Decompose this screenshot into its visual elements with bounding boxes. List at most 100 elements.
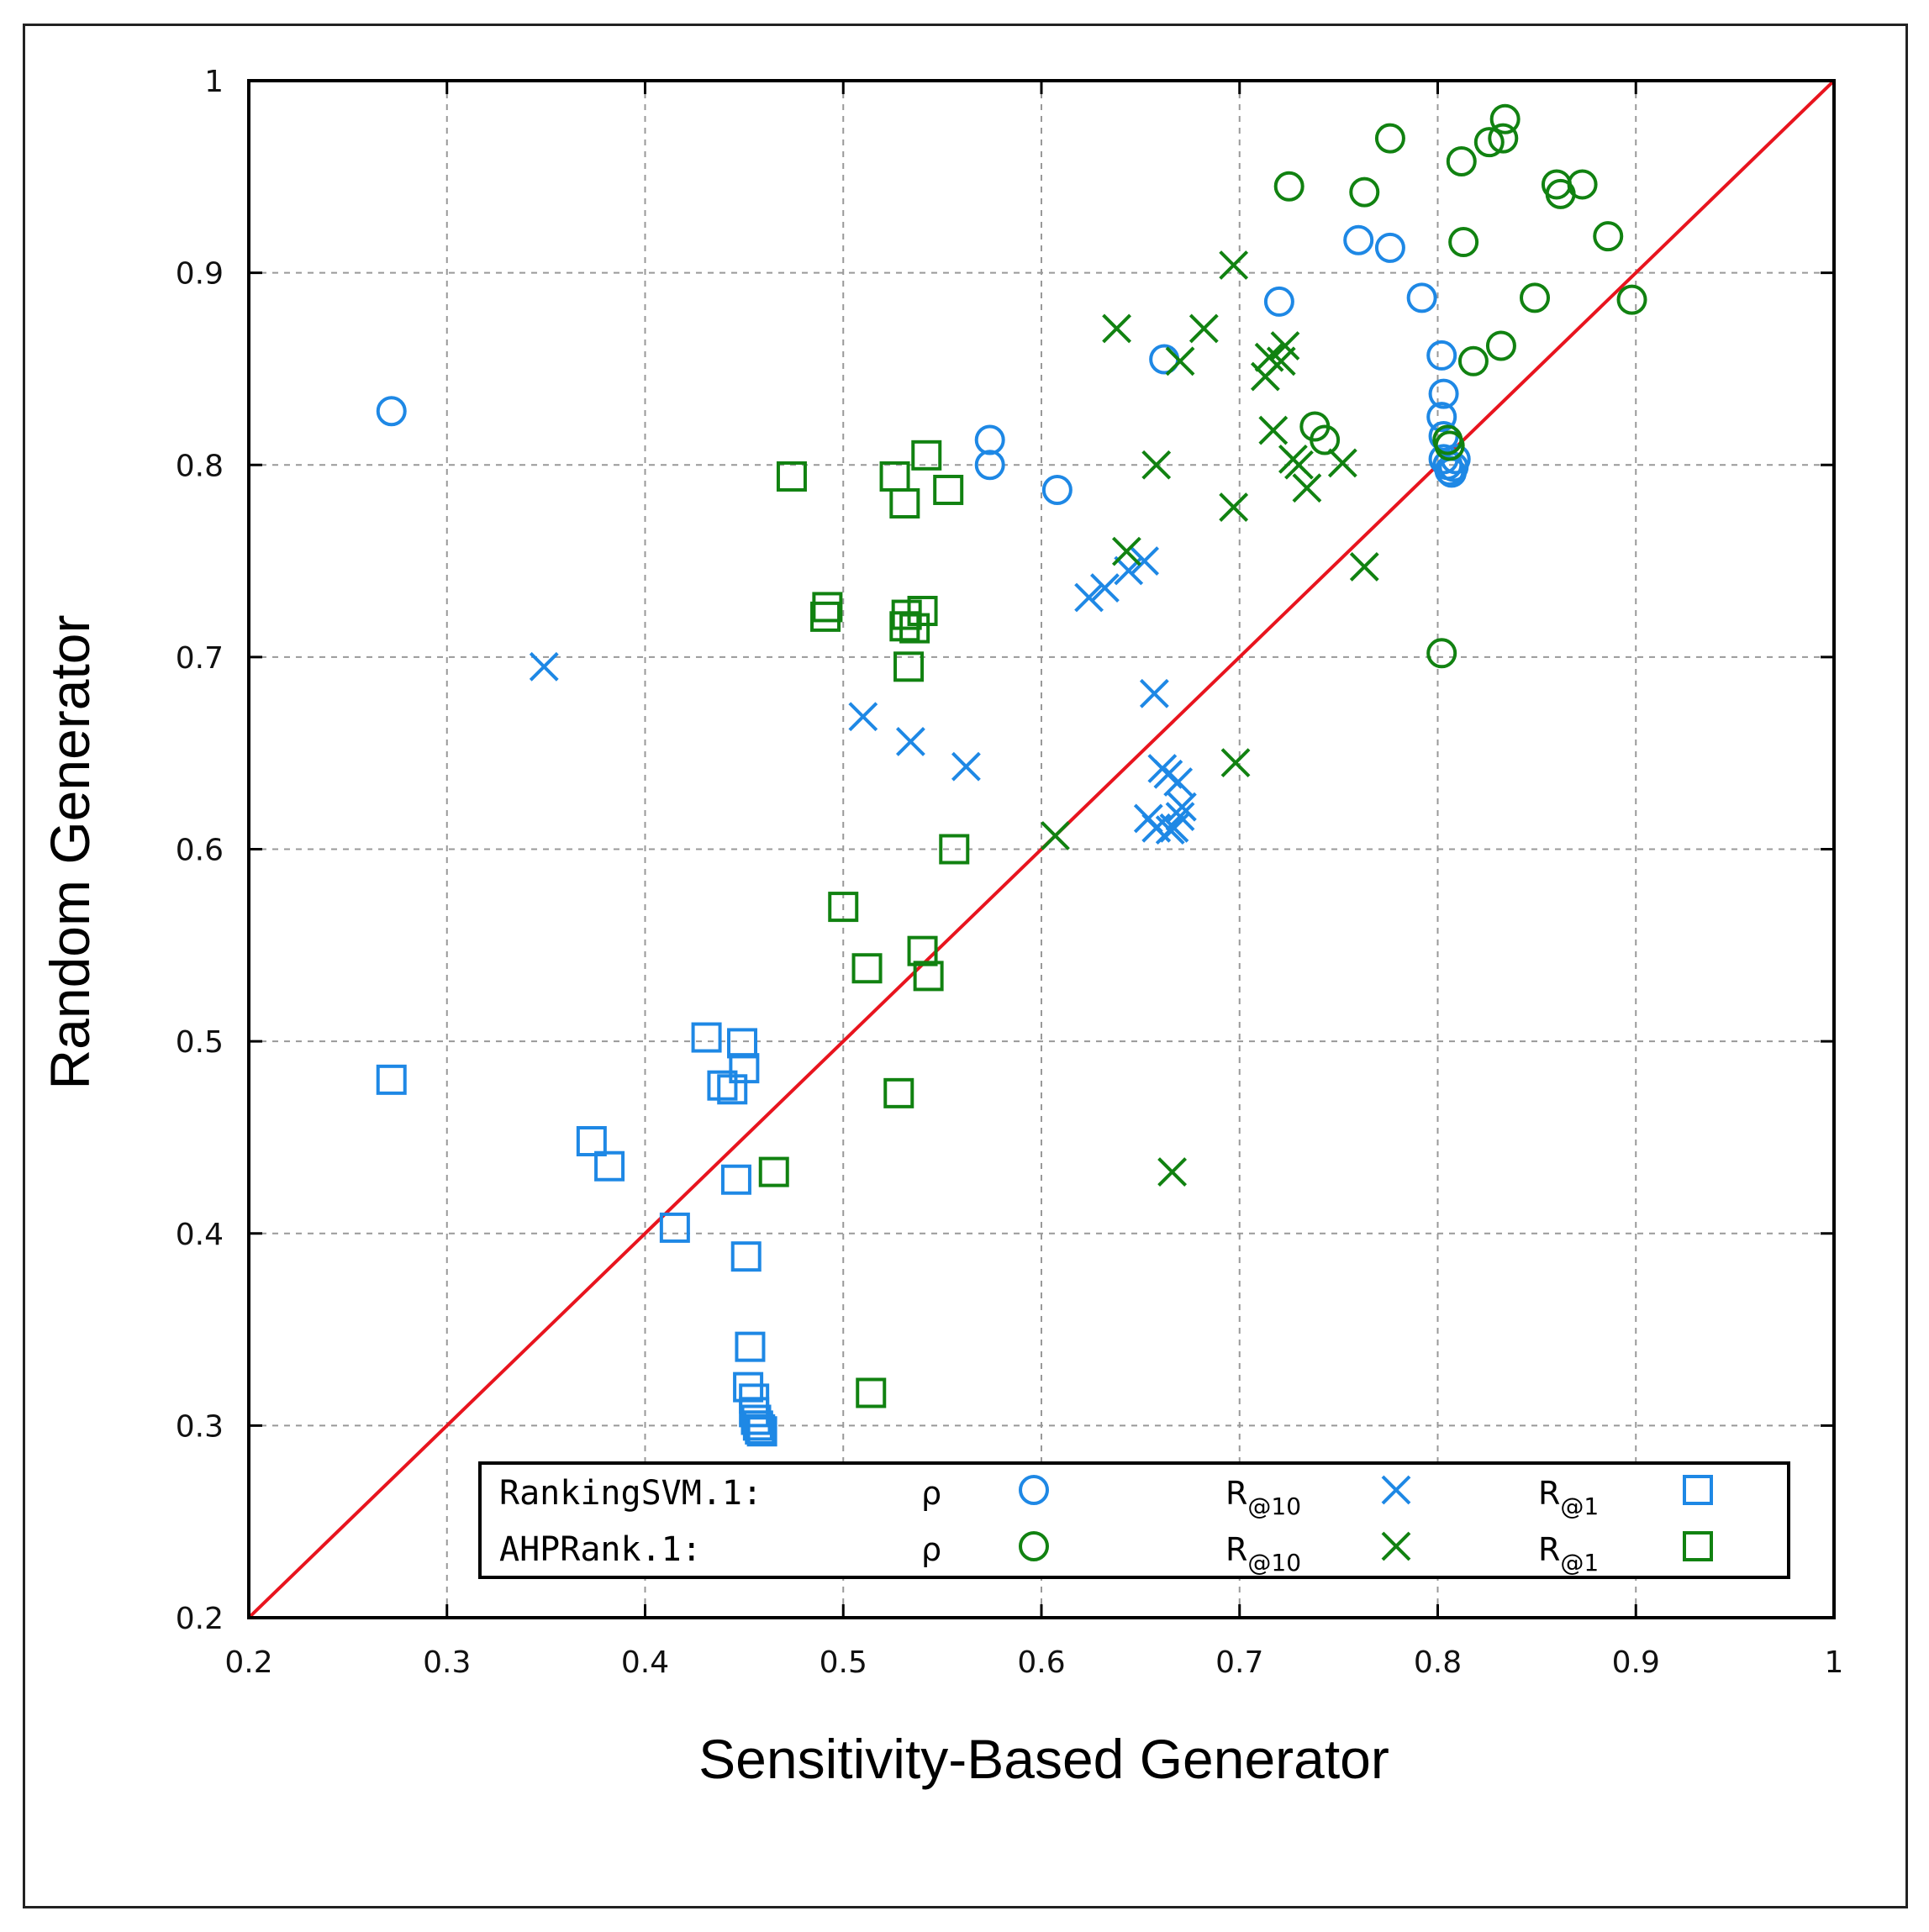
data-point-x (1141, 450, 1172, 480)
legend-marker-square-green (1683, 1531, 1713, 1561)
legend-marker-x-blue (1381, 1475, 1411, 1505)
data-point-circle (1440, 444, 1471, 475)
x-tick-label: 0.9 (1612, 1645, 1660, 1680)
series-ahprank-1-r-10 (1041, 250, 1379, 1187)
y-tick-label: 0.8 (176, 449, 224, 483)
data-point-circle (1473, 127, 1505, 158)
data-point-x (1349, 552, 1379, 582)
y-tick-label: 0.5 (176, 1025, 224, 1060)
y-tick-label: 0.4 (176, 1218, 224, 1252)
data-point-x (848, 702, 878, 732)
data-point-square (893, 651, 925, 682)
data-point-square (913, 961, 944, 992)
data-point-x (1220, 748, 1251, 778)
x-tick-label: 0.3 (423, 1645, 471, 1680)
x-tick-label: 0.7 (1215, 1645, 1263, 1680)
data-point-square (376, 1064, 407, 1095)
data-point-square (746, 1416, 777, 1447)
series-rankingsvm-1-r-1 (376, 1022, 777, 1447)
x-tick-label: 0.4 (621, 1645, 669, 1680)
data-point-circle (1457, 345, 1489, 376)
data-point-circle (1426, 638, 1457, 669)
x-tick-label: 1 (1825, 1645, 1844, 1680)
x-tick-label: 0.2 (224, 1645, 272, 1680)
data-point-square (742, 1410, 773, 1441)
legend-label-rankingsvm: RankingSVM.1: (499, 1474, 762, 1513)
data-point-square (810, 601, 841, 632)
data-point-x (1270, 331, 1300, 361)
data-point-square (745, 1413, 776, 1445)
data-point-x (1188, 313, 1219, 344)
data-point-x (1090, 573, 1120, 603)
data-point-square (939, 834, 970, 865)
data-point-circle (1343, 224, 1374, 255)
legend-rho-ahprank: ρ (921, 1531, 941, 1568)
data-point-circle (1349, 176, 1380, 208)
series-rankingsvm-1-r-10 (529, 546, 1197, 845)
data-point-square (889, 487, 920, 519)
x-axis-label: Sensitivity-Based Generator (698, 1728, 1389, 1790)
data-point-x (1139, 678, 1169, 708)
legend-marker-circle-green (1019, 1531, 1049, 1561)
legend-r1-rankingsvm: R@1 (1538, 1475, 1599, 1520)
data-point-x (1219, 492, 1249, 522)
data-point-x (1163, 767, 1194, 797)
data-point-square (776, 461, 807, 492)
x-tick-label: 0.8 (1414, 1645, 1462, 1680)
series-ahprank-1-r-1 (758, 440, 970, 1408)
data-point-square (889, 611, 920, 642)
data-point-circle (1593, 221, 1624, 252)
data-point-square (729, 1053, 760, 1084)
legend: RankingSVM.1: ρ R@10 R@1 AHPRank.1: ρ R@… (478, 1461, 1790, 1579)
data-point-circle (1041, 474, 1073, 505)
legend-r10-ahprank: R@10 (1225, 1531, 1301, 1577)
data-point-x (1157, 1157, 1188, 1187)
data-point-square (594, 1150, 625, 1182)
data-point-square (576, 1126, 607, 1157)
data-point-square (899, 613, 930, 644)
data-point-circle (1406, 282, 1437, 313)
legend-box (478, 1461, 1790, 1579)
data-point-circle (1489, 103, 1521, 134)
data-point-square (879, 461, 910, 492)
data-point-square (851, 953, 883, 984)
y-axis-label: Random Generator (39, 615, 101, 1090)
y-tick-label: 1 (204, 65, 224, 99)
data-point-circle (376, 396, 407, 427)
legend-marker-square-blue (1683, 1475, 1713, 1505)
data-point-x (1219, 250, 1249, 280)
data-point-x (529, 651, 559, 682)
data-point-circle (1428, 378, 1459, 409)
legend-r1-ahprank: R@1 (1538, 1531, 1599, 1577)
data-point-circle (974, 450, 1005, 481)
data-point-circle (1426, 340, 1457, 371)
data-point-x (1165, 802, 1195, 832)
data-point-square (720, 1164, 751, 1195)
axis-ticks: 0.2 0.3 0.4 0.5 0.6 0.7 0.8 0.9 1 0.2 0.3 0.4 0.5 0.6… (176, 65, 1844, 1680)
data-point-circle (1485, 330, 1516, 361)
data-point-circle (1446, 146, 1477, 177)
diagonal-reference-line (247, 79, 1836, 1619)
data-point-circle (1426, 402, 1457, 433)
data-point-square (733, 1371, 764, 1403)
data-point-square (741, 1404, 772, 1435)
x-tick-label: 0.5 (820, 1645, 867, 1680)
data-point-x (1102, 313, 1131, 344)
data-point-x (1111, 536, 1141, 566)
data-point-square (911, 440, 942, 471)
series-ahprank-1- (1273, 103, 1647, 669)
legend-marker-x-green (1381, 1531, 1411, 1561)
y-tick-label: 0.3 (176, 1409, 224, 1444)
legend-r10-rankingsvm: R@10 (1225, 1475, 1301, 1520)
x-tick-label: 0.6 (1017, 1645, 1065, 1680)
data-point-square (933, 474, 964, 505)
data-point-circle (974, 424, 1005, 455)
data-point-circle (1273, 171, 1304, 202)
legend-marker-circle-blue (1019, 1475, 1049, 1505)
data-point-x (1074, 582, 1104, 613)
data-point-x (1167, 792, 1197, 822)
data-point-square (856, 1377, 887, 1408)
data-point-circle (1616, 284, 1647, 315)
data-point-circle (1488, 123, 1519, 154)
